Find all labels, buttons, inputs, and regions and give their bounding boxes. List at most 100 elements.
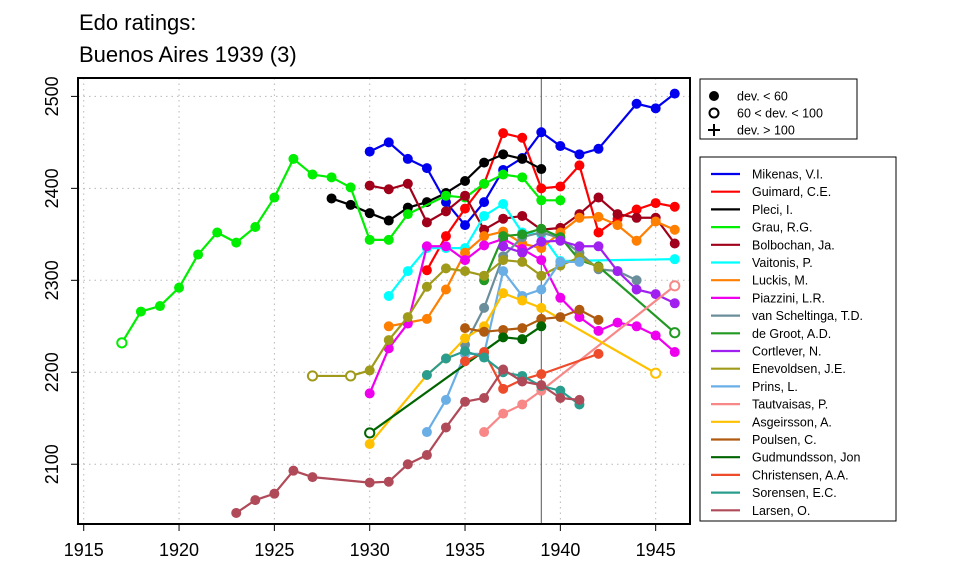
- point-2-1: [345, 199, 356, 210]
- point-7-10: [555, 292, 566, 303]
- series-legend-label-16: Gudmundsson, Jon: [752, 451, 860, 465]
- point-11-0: [306, 370, 319, 382]
- point-0-15: [669, 88, 680, 99]
- point-15-4: [536, 313, 547, 324]
- point-19-16: [574, 394, 585, 405]
- chart-title-line-1: Edo ratings:: [79, 10, 196, 35]
- point-6-3: [440, 284, 451, 295]
- series-legend-label-9: de Groot, A.D.: [752, 327, 831, 341]
- y-tick-label-4: 2500: [42, 76, 62, 116]
- x-tick-label-3: 1930: [350, 540, 390, 560]
- series-legend-label-18: Sorensen, E.C.: [752, 486, 837, 500]
- point-17-4: [536, 369, 547, 380]
- point-8-1: [479, 302, 490, 313]
- series-legend-label-6: Luckis, M.: [752, 274, 808, 288]
- point-7-15: [650, 330, 661, 341]
- series-line-2: [331, 153, 542, 222]
- point-10-6: [612, 266, 623, 277]
- point-5-10: [669, 254, 680, 265]
- point-3-9: [288, 153, 299, 164]
- series-legend-label-11: Enevoldsen, J.E.: [752, 362, 846, 376]
- point-0-3: [421, 163, 432, 174]
- series-4: [364, 178, 680, 249]
- point-19-6: [383, 476, 394, 487]
- point-9-2: [517, 229, 528, 240]
- series-legend-label-5: Vaitonis, P.: [752, 256, 813, 270]
- point-10-1: [517, 247, 528, 258]
- marker-legend-label-1: 60 < dev. < 100: [737, 107, 823, 121]
- point-11-8: [479, 270, 490, 281]
- point-1-13: [669, 201, 680, 212]
- marker-legend-symbol-plus: [708, 124, 720, 136]
- point-6-12: [612, 220, 623, 231]
- point-16-0: [364, 427, 376, 439]
- point-2-0: [326, 193, 337, 204]
- point-16-3: [536, 321, 547, 332]
- marker-legend-box: [699, 78, 858, 140]
- point-1-0: [421, 265, 432, 276]
- point-2-7: [460, 175, 471, 186]
- series-legend-label-15: Poulsen, C.: [752, 433, 817, 447]
- point-6-2: [421, 313, 432, 324]
- point-17-0: [460, 356, 471, 367]
- point-0-9: [536, 127, 547, 138]
- point-6-11: [593, 211, 604, 222]
- point-11-10: [517, 256, 528, 267]
- plot-frame: [77, 77, 691, 525]
- point-11-14: [593, 262, 604, 273]
- series-13: [479, 280, 681, 438]
- point-6-5: [479, 231, 490, 242]
- point-19-10: [460, 396, 471, 407]
- point-19-13: [517, 376, 528, 387]
- point-11-1: [345, 370, 357, 382]
- x-tick-label-5: 1940: [540, 540, 580, 560]
- x-tick-label-0: 1915: [64, 540, 104, 560]
- point-10-4: [574, 241, 585, 252]
- point-3-8: [269, 192, 280, 203]
- point-7-3: [421, 241, 432, 252]
- series-line-0: [369, 92, 676, 227]
- series-legend-label-14: Asgeirsson, A.: [752, 415, 832, 429]
- point-3-3: [174, 282, 185, 293]
- point-3-5: [212, 227, 223, 238]
- point-3-1: [135, 306, 146, 317]
- series-legend-label-10: Cortlever, N.: [752, 345, 821, 359]
- point-15-5: [555, 312, 566, 323]
- point-3-2: [154, 301, 165, 312]
- point-11-2: [364, 365, 375, 376]
- point-10-3: [555, 235, 566, 246]
- y-tick-label-3: 2400: [42, 168, 62, 208]
- point-19-5: [364, 477, 375, 488]
- point-1-7: [555, 181, 566, 192]
- point-3-13: [364, 234, 375, 245]
- point-3-15: [402, 209, 413, 220]
- point-3-7: [250, 221, 261, 232]
- point-14-0: [364, 438, 375, 449]
- point-12-0: [421, 427, 432, 438]
- series-line-10: [502, 239, 676, 305]
- series-legend-label-7: Piazzini, L.R.: [752, 291, 825, 305]
- point-13-1: [498, 408, 509, 419]
- point-1-5: [517, 132, 528, 143]
- point-10-7: [631, 284, 642, 295]
- point-3-0: [116, 337, 128, 349]
- point-15-0: [460, 323, 471, 334]
- point-12-8: [574, 256, 585, 267]
- point-14-3: [460, 333, 471, 344]
- point-0-2: [402, 153, 413, 164]
- point-6-15: [669, 224, 680, 235]
- point-3-6: [231, 237, 242, 248]
- series-19: [231, 364, 585, 518]
- point-3-10: [307, 169, 318, 180]
- point-6-14: [650, 216, 661, 227]
- point-0-0: [364, 146, 375, 157]
- point-10-9: [669, 298, 680, 309]
- point-14-5: [498, 288, 509, 299]
- point-2-3: [383, 215, 394, 226]
- point-11-6: [440, 263, 451, 274]
- series-legend-label-17: Christensen, A.A.: [752, 468, 849, 482]
- point-19-3: [288, 465, 299, 476]
- series-line-16: [369, 325, 542, 434]
- series-line-6: [388, 215, 676, 328]
